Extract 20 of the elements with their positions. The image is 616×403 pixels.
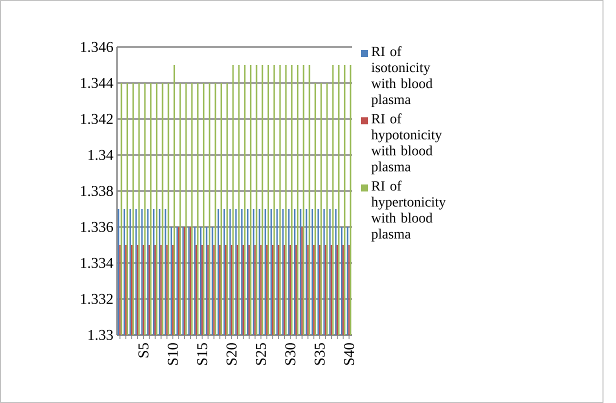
legend-label: RI of hypertonicity with blood plasma: [371, 180, 446, 242]
y-tick-label: 1.33: [88, 330, 113, 340]
y-tick-label: 1.342: [81, 114, 113, 124]
y-tick-label: 1.346: [81, 42, 114, 52]
y-tick-label: 1.344: [81, 78, 114, 88]
y-tick-label: 1.338: [81, 186, 113, 196]
x-tick-label: S30: [285, 343, 296, 365]
legend-label: RI of hypotonicity with blood plasma: [371, 113, 442, 174]
x-tick-label: S15: [197, 343, 208, 365]
y-tick-label: 1.34: [88, 150, 114, 160]
x-tick-label: S10: [168, 343, 178, 365]
y-tick-label: 1.334: [81, 258, 114, 268]
x-tick-label: S20: [226, 343, 237, 365]
y-tick-label: 1.332: [81, 294, 113, 304]
x-tick-label: S5: [138, 343, 148, 358]
y-tick-label: 1.336: [81, 222, 114, 232]
legend-label: RI of isotonicity with blood plasma: [371, 46, 432, 108]
x-tick-label: S25: [256, 343, 266, 365]
x-tick-label: S35: [314, 343, 325, 365]
x-tick-label: S40: [344, 343, 354, 365]
